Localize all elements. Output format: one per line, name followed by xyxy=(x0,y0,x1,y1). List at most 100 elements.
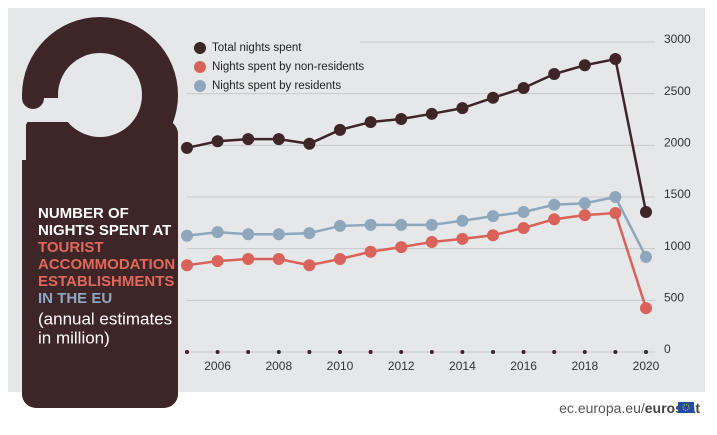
data-point xyxy=(640,302,652,315)
x-axis-dot xyxy=(582,350,587,354)
x-tick-label: 2006 xyxy=(204,359,231,373)
data-point xyxy=(272,133,285,146)
data-point xyxy=(334,123,346,136)
data-point xyxy=(517,205,530,218)
x-axis-dot xyxy=(185,350,189,354)
data-point xyxy=(578,59,591,72)
x-tick-label: 2010 xyxy=(327,359,354,373)
title-line: NUMBER OF xyxy=(38,205,129,222)
y-tick-label: 2500 xyxy=(664,84,691,98)
x-axis-dot xyxy=(338,350,342,354)
x-tick-label: 2016 xyxy=(510,359,537,373)
x-axis-dot xyxy=(368,350,373,354)
data-point xyxy=(303,259,316,272)
series-line xyxy=(186,195,648,258)
eu-flag xyxy=(678,402,694,413)
data-point xyxy=(364,218,377,231)
data-point xyxy=(609,191,622,203)
data-point xyxy=(456,214,469,227)
legend-marker xyxy=(194,42,206,54)
data-point xyxy=(640,205,652,218)
data-point xyxy=(640,250,652,263)
data-point xyxy=(242,133,255,146)
source-url: ec.europa.eu/ xyxy=(559,400,645,416)
x-tick-label: 2020 xyxy=(633,359,660,373)
legend-label: Nights spent by non-residents xyxy=(212,61,364,73)
data-point xyxy=(487,210,499,223)
x-axis-dot xyxy=(246,350,251,354)
title-line: NIGHTS SPENT AT xyxy=(38,222,171,239)
data-point xyxy=(456,102,469,115)
title-line: in million) xyxy=(38,328,110,347)
data-point xyxy=(609,53,622,66)
data-point xyxy=(272,253,285,265)
data-point xyxy=(181,259,193,272)
x-axis-dot xyxy=(399,350,404,354)
data-point xyxy=(181,229,193,242)
data-point xyxy=(456,232,469,245)
data-point xyxy=(425,218,438,231)
data-point xyxy=(517,222,530,234)
x-tick-label: 2018 xyxy=(571,359,598,373)
data-point xyxy=(242,228,255,241)
legend-label: Total nights spent xyxy=(212,42,302,54)
title-line: IN THE EU xyxy=(38,290,112,307)
x-axis-dot xyxy=(552,350,557,354)
x-axis-dot xyxy=(491,350,495,354)
x-axis-dot xyxy=(215,350,220,354)
x-axis-dot xyxy=(521,350,526,354)
x-tick-label: 2008 xyxy=(265,359,292,373)
x-axis-dot xyxy=(307,350,312,354)
data-point xyxy=(364,116,377,129)
data-point xyxy=(425,107,438,120)
data-point xyxy=(578,209,591,222)
data-point xyxy=(211,226,224,239)
x-tick-label: 2014 xyxy=(449,359,476,373)
x-axis-dot xyxy=(276,350,281,354)
y-tick-label: 1500 xyxy=(664,187,691,201)
x-axis-dot xyxy=(429,350,434,354)
series-line xyxy=(186,57,648,213)
data-point xyxy=(395,218,408,231)
data-point xyxy=(395,241,408,254)
title-line: (annual estimates xyxy=(38,309,172,328)
y-tick-label: 0 xyxy=(664,342,671,356)
data-point xyxy=(578,197,591,210)
data-point xyxy=(211,255,224,268)
data-point xyxy=(272,228,285,241)
x-axis-dot xyxy=(613,350,618,354)
y-tick-label: 2000 xyxy=(664,136,691,150)
legend-label: Nights spent by residents xyxy=(212,80,341,92)
y-tick-label: 3000 xyxy=(664,32,691,46)
data-point xyxy=(548,213,561,226)
data-point xyxy=(425,235,438,248)
title-line: ESTABLISHMENTS xyxy=(38,273,174,290)
data-point xyxy=(487,91,499,104)
x-axis-dot xyxy=(644,350,648,354)
data-point xyxy=(517,81,530,94)
data-point xyxy=(211,135,224,148)
data-point xyxy=(303,227,316,240)
data-point xyxy=(609,207,622,220)
x-tick-label: 2012 xyxy=(388,359,415,373)
data-point xyxy=(548,198,561,211)
data-point xyxy=(181,141,193,154)
legend-marker xyxy=(194,61,206,73)
y-tick-label: 500 xyxy=(664,291,684,305)
data-point xyxy=(303,137,316,150)
data-point xyxy=(548,68,561,81)
series-line xyxy=(186,211,648,309)
legend-marker xyxy=(194,80,206,92)
data-point xyxy=(364,245,377,258)
data-point xyxy=(487,229,499,242)
door-hanger xyxy=(18,17,178,408)
title-line: TOURIST xyxy=(38,239,104,256)
y-tick-label: 1000 xyxy=(664,239,691,253)
data-point xyxy=(334,253,346,265)
data-point xyxy=(334,219,346,232)
data-point xyxy=(242,253,255,265)
x-axis-dot xyxy=(460,350,465,354)
title-line: ACCOMMODATION xyxy=(38,256,175,273)
